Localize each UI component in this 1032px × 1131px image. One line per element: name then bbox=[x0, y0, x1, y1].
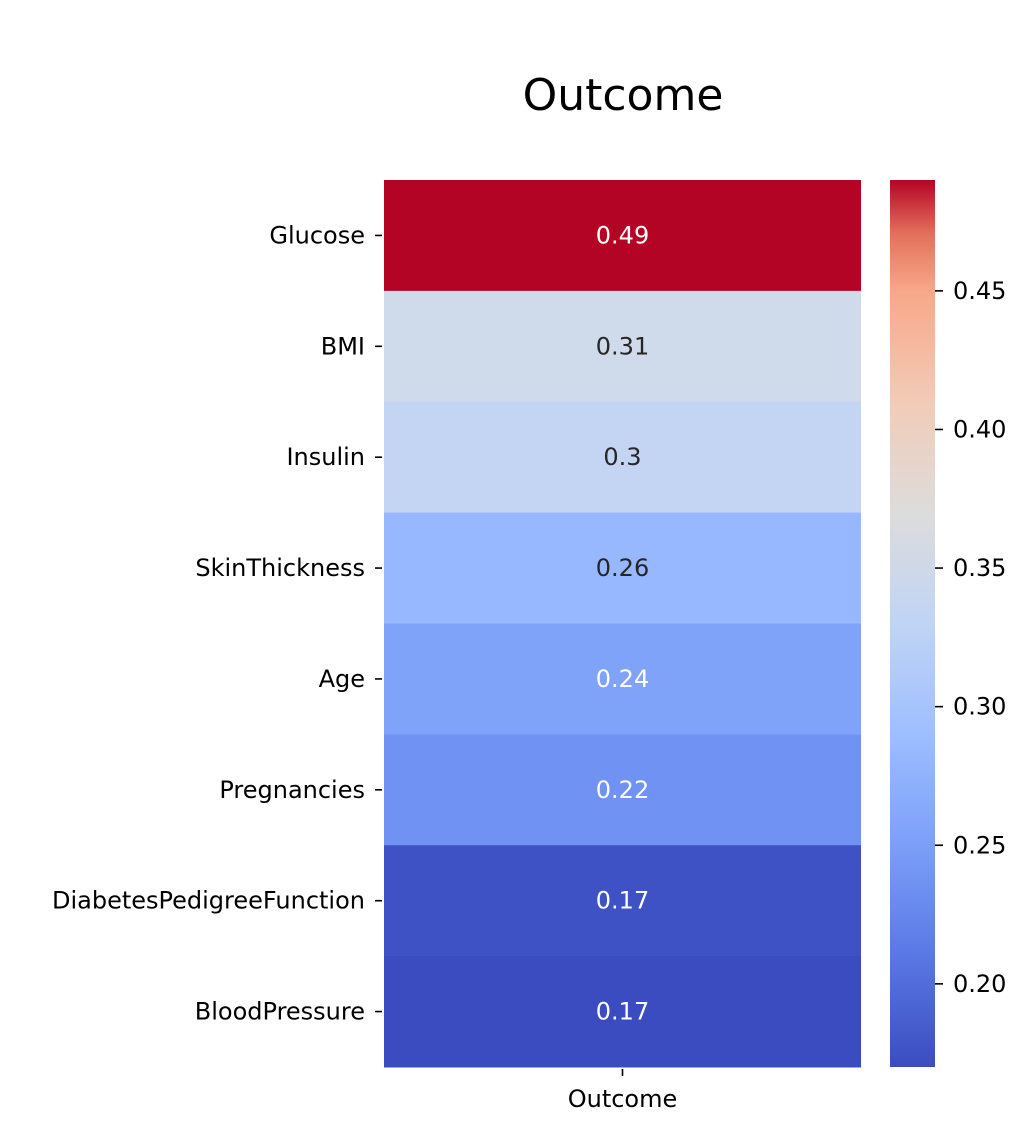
column-label: Outcome bbox=[568, 1085, 678, 1113]
row-label: Glucose bbox=[269, 221, 365, 249]
row-label: Pregnancies bbox=[219, 776, 365, 804]
colorbar-tick-label: 0.40 bbox=[953, 415, 1006, 443]
colorbar-tick-label: 0.30 bbox=[953, 693, 1006, 721]
cell-value-label: 0.31 bbox=[596, 332, 649, 360]
column-labels: Outcome bbox=[568, 1069, 678, 1113]
cell-value-label: 0.3 bbox=[603, 443, 641, 471]
colorbar-tick-label: 0.45 bbox=[953, 277, 1006, 305]
row-label: Insulin bbox=[286, 443, 365, 471]
row-label: Age bbox=[319, 665, 365, 693]
heatmap-cell bbox=[384, 845, 861, 957]
cell-value-label: 0.49 bbox=[596, 221, 649, 249]
row-label: BloodPressure bbox=[195, 998, 365, 1026]
colorbar-tick-label: 0.35 bbox=[953, 554, 1006, 582]
heatmap-cell bbox=[384, 623, 861, 735]
chart-title: Outcome bbox=[523, 70, 724, 121]
heatmap-cell bbox=[384, 180, 861, 292]
row-label: SkinThickness bbox=[195, 554, 365, 582]
colorbar-gradient bbox=[890, 180, 935, 1067]
cell-value-label: 0.17 bbox=[596, 887, 649, 915]
heatmap-cells: 0.49 0.31 0.3 0.26 0.24 0.22 0.17 0.17 bbox=[384, 180, 861, 1068]
cell-value-label: 0.26 bbox=[596, 554, 649, 582]
cell-value-label: 0.24 bbox=[596, 665, 649, 693]
colorbar: 0.20 0.25 0.30 0.35 0.40 0.45 bbox=[890, 180, 1006, 1067]
cell-value-label: 0.17 bbox=[596, 998, 649, 1026]
heatmap-cell bbox=[384, 290, 861, 403]
row-labels: Glucose BMI Insulin SkinThickness Age Pregnan… bbox=[52, 221, 382, 1026]
row-label: DiabetesPedigreeFunction bbox=[52, 887, 365, 915]
heatmap-cell bbox=[384, 512, 861, 624]
colorbar-tick-label: 0.20 bbox=[953, 970, 1006, 998]
heatmap-cell bbox=[384, 734, 861, 846]
row-label: BMI bbox=[321, 332, 365, 360]
heatmap-cell bbox=[384, 956, 861, 1068]
heatmap-cell bbox=[384, 401, 861, 514]
colorbar-tick-label: 0.25 bbox=[953, 831, 1006, 859]
cell-value-label: 0.22 bbox=[596, 776, 649, 804]
